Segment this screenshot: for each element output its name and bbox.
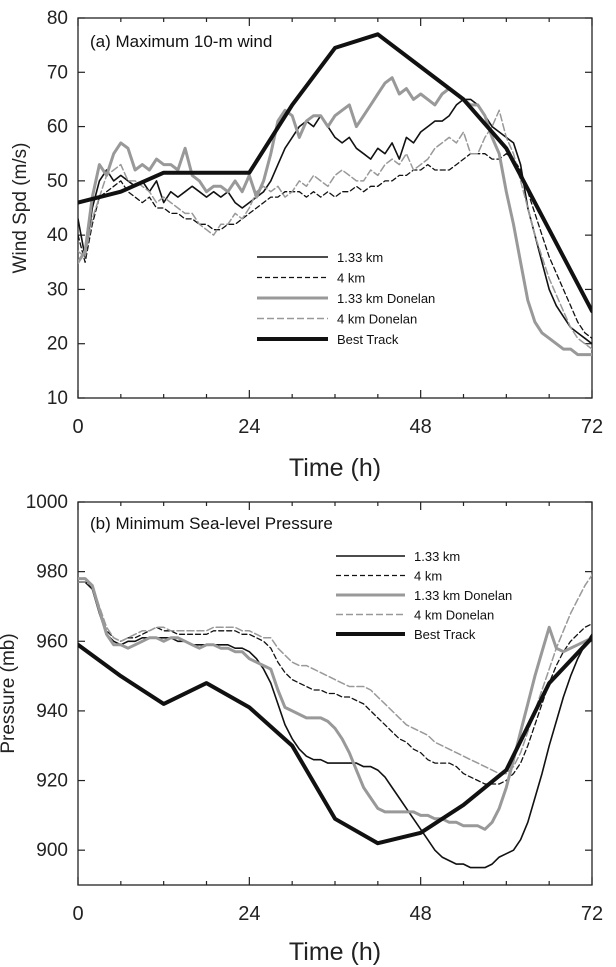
- series-line-1-33-km-donelan: [78, 76, 592, 357]
- series-line-4-km-donelan: [78, 109, 592, 350]
- x-axis-title: Time (h): [289, 938, 381, 966]
- series-line-1-33-km-donelan: [78, 577, 592, 831]
- y-tick-label: 60: [47, 117, 68, 138]
- panel-title: (a) Maximum 10-m wind: [90, 32, 272, 51]
- series-group: [78, 32, 592, 357]
- series-line-1-33-km: [78, 581, 592, 869]
- chart-panel-b: 900 920 940 960 980 1000 0 24 48 72 Time (h) Pressu…: [0, 492, 603, 966]
- plot-frame: [77, 17, 593, 399]
- legend-label: 1.33 km Donelan: [337, 291, 435, 306]
- y-tick-label: 980: [36, 562, 68, 583]
- x-tick-label: 72: [581, 416, 603, 438]
- series-line-4-km: [78, 153, 592, 339]
- panel-title: (b) Minimum Sea-level Pressure: [90, 514, 333, 533]
- y-tick-label: 10: [47, 388, 68, 409]
- legend-label: Best Track: [337, 332, 399, 347]
- y-tick-label: 920: [36, 771, 68, 792]
- y-axis-title: Wind Spd (m/s): [10, 143, 31, 274]
- x-tick-label: 24: [238, 416, 260, 438]
- x-axis-title: Time (h): [289, 454, 381, 482]
- y-tick-label: 960: [36, 631, 68, 652]
- legend-label: 4 km: [414, 569, 442, 584]
- series-line-best-track: [78, 32, 592, 314]
- series-group: [78, 574, 592, 869]
- series-line-4-km-donelan: [78, 574, 592, 775]
- y-tick-label: 80: [47, 8, 68, 29]
- y-tick-label: 940: [36, 701, 68, 722]
- legend: 1.33 km 4 km 1.33 km Donelan 4 km Donelan Be…: [257, 250, 435, 347]
- y-tick-label: 50: [47, 171, 68, 192]
- x-tick-label: 48: [410, 903, 432, 925]
- x-tick-label: 0: [72, 416, 83, 438]
- series-line-1-33-km: [78, 98, 592, 345]
- y-tick-label: 900: [36, 840, 68, 861]
- y-tick-label: 20: [47, 334, 68, 355]
- legend-label: 4 km Donelan: [414, 608, 494, 623]
- legend-label: 1.33 km: [414, 549, 460, 564]
- legend-label: Best Track: [414, 627, 476, 642]
- x-tick-label: 72: [581, 903, 603, 925]
- y-tick-label: 30: [47, 279, 68, 300]
- chart-panel-a: 10 20 30 40 50 60 70 80 0 24 48 72 Time (h) Wind Spd …: [10, 8, 603, 482]
- legend-label: 1.33 km: [337, 250, 383, 265]
- y-tick-label: 1000: [26, 492, 68, 513]
- legend-label: 4 km: [337, 271, 365, 286]
- legend: 1.33 km 4 km 1.33 km Donelan 4 km Donelan Be…: [336, 549, 512, 642]
- x-tick-label: 0: [72, 903, 83, 925]
- y-axis-title: Pressure (mb): [0, 633, 19, 753]
- series-line-4-km: [78, 581, 592, 785]
- x-tick-label: 48: [410, 416, 432, 438]
- y-tick-label: 40: [47, 225, 68, 246]
- legend-label: 1.33 km Donelan: [414, 588, 512, 603]
- y-tick-label: 70: [47, 62, 68, 83]
- legend-label: 4 km Donelan: [337, 312, 417, 327]
- series-line-best-track: [78, 635, 592, 846]
- x-tick-label: 24: [238, 903, 260, 925]
